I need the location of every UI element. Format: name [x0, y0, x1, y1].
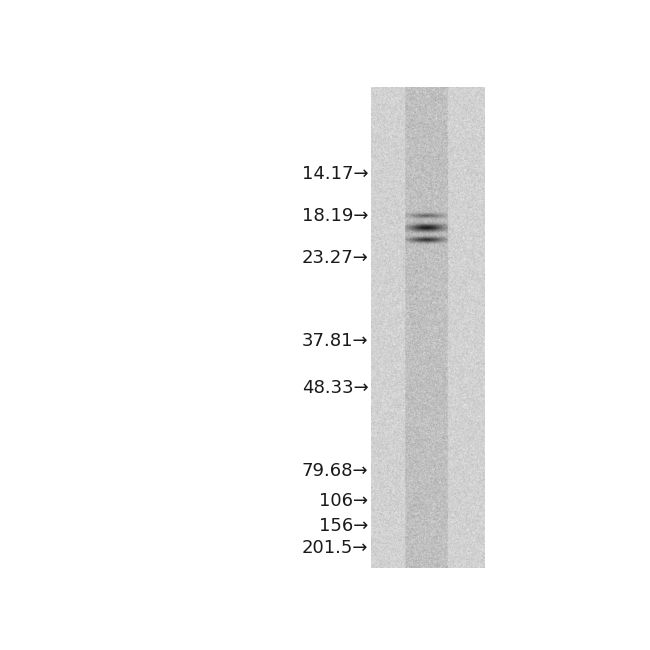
Text: 23.27→: 23.27→: [302, 249, 369, 267]
Text: 79.68→: 79.68→: [302, 462, 369, 480]
Text: 106→: 106→: [319, 492, 369, 510]
Text: 201.5→: 201.5→: [302, 540, 369, 558]
Text: 18.19→: 18.19→: [302, 207, 369, 225]
Text: 14.17→: 14.17→: [302, 165, 369, 183]
Text: 156→: 156→: [319, 517, 369, 535]
Text: 48.33→: 48.33→: [302, 380, 369, 397]
Text: 37.81→: 37.81→: [302, 332, 369, 350]
